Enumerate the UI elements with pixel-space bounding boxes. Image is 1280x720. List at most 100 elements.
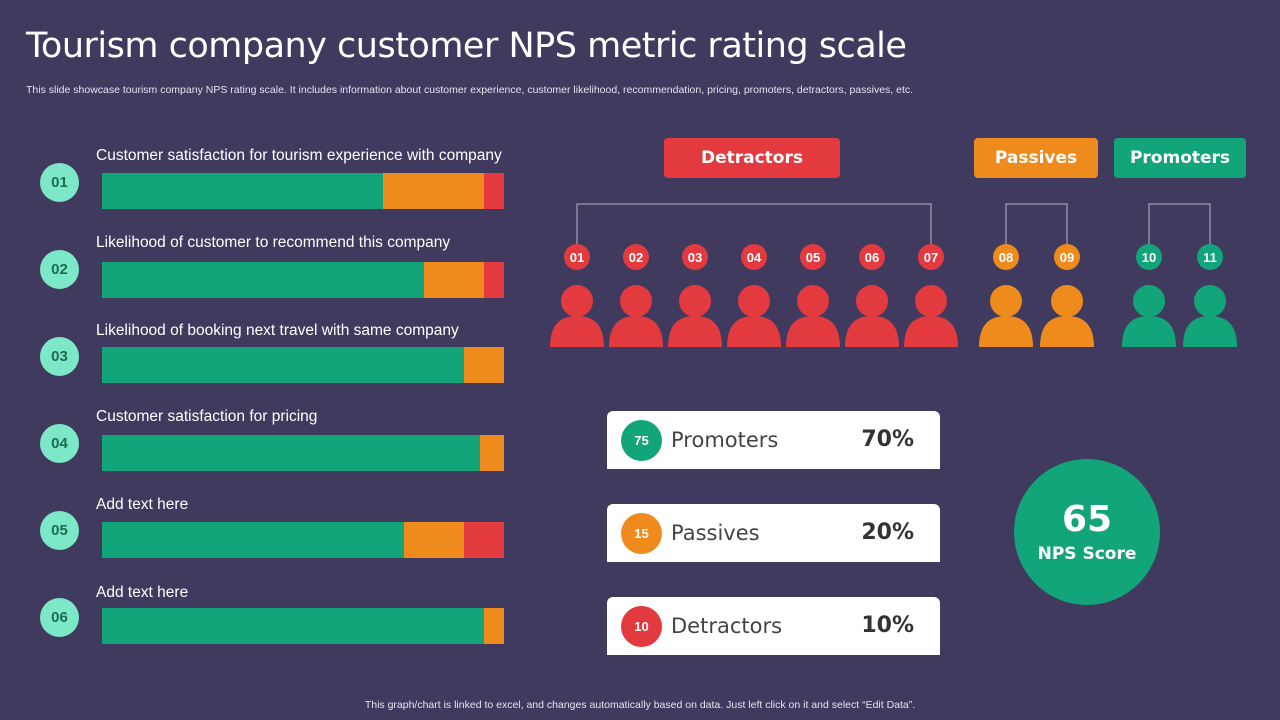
rating-number-badge [682, 244, 708, 270]
passive-segment [403, 522, 464, 558]
person-head [561, 285, 593, 317]
row-number-badge: 02 [40, 250, 79, 289]
stacked-bar [102, 173, 504, 209]
row-number-badge: 03 [40, 337, 79, 376]
count-badge: 15 [621, 513, 662, 554]
rating-number-badge [1197, 244, 1223, 270]
stacked-bar [102, 608, 504, 644]
bar-row-6: 06 Add text here [40, 584, 520, 664]
promoters-header: Promoters [1114, 138, 1246, 178]
row-number-badge: 01 [40, 163, 79, 202]
card-percent: 20% [861, 520, 914, 545]
page-title: Tourism company customer NPS metric rati… [26, 26, 907, 66]
promoter-segment [102, 173, 384, 209]
summary-card-detractors: 10 Detractors 10% [607, 597, 940, 655]
passive-segment [483, 608, 504, 644]
card-percent: 70% [861, 427, 914, 452]
person-body [1122, 316, 1176, 347]
nps-score-circle: 65 NPS Score [1014, 459, 1160, 605]
card-label: Promoters [671, 428, 779, 452]
stacked-bar [102, 522, 504, 558]
detractor-segment [463, 522, 504, 558]
person-icon: 02 [609, 244, 663, 347]
bar-row-4: 04 Customer satisfaction for pricing [40, 408, 520, 488]
detractor-segment [483, 173, 504, 209]
bar-row-2: 02 Likelihood of customer to recommend t… [40, 234, 520, 314]
bracket-line [1005, 203, 1068, 244]
person-icon: 01 [550, 244, 604, 347]
bar-row-5: 05 Add text here [40, 496, 520, 576]
person-head [990, 285, 1022, 317]
card-percent: 10% [861, 613, 914, 638]
passives-header: Passives [974, 138, 1098, 178]
rating-number-badge [918, 244, 944, 270]
person-body [786, 316, 840, 347]
person-body [904, 316, 958, 347]
person-head [1051, 285, 1083, 317]
passive-segment [383, 173, 484, 209]
rating-number: 09 [1060, 250, 1074, 265]
row-number-badge: 06 [40, 598, 79, 637]
rating-number: 06 [865, 250, 879, 265]
rating-number-badge [623, 244, 649, 270]
bracket-line [1148, 203, 1211, 244]
row-label: Add text here [96, 496, 189, 513]
person-icon: 07 [904, 244, 958, 347]
row-label: Likelihood of booking next travel with s… [96, 322, 459, 339]
bracket-line [576, 203, 932, 244]
rating-number: 01 [570, 250, 584, 265]
person-icons: 01 02 03 04 05 06 07 08 09 10 11 [550, 244, 1237, 347]
person-head [620, 285, 652, 317]
row-label: Add text here [96, 584, 189, 601]
person-head [856, 285, 888, 317]
promoter-segment [102, 435, 480, 471]
person-body [845, 316, 899, 347]
rating-number: 11 [1203, 250, 1217, 265]
promoter-segment [102, 522, 404, 558]
passive-segment [479, 435, 504, 471]
count-badge: 75 [621, 420, 662, 461]
person-body [1183, 316, 1237, 347]
rating-number-badge [859, 244, 885, 270]
row-label: Customer satisfaction for pricing [96, 408, 318, 425]
stacked-bar [102, 435, 504, 471]
summary-card-promoters: 75 Promoters 70% [607, 411, 940, 469]
rating-number-badge [1136, 244, 1162, 270]
rating-number-badge [741, 244, 767, 270]
detractors-header: Detractors [664, 138, 840, 178]
bar-row-3: 03 Likelihood of booking next travel wit… [40, 322, 520, 402]
rating-number: 08 [999, 250, 1013, 265]
rating-number-badge [1054, 244, 1080, 270]
person-icon: 04 [727, 244, 781, 347]
person-icon: 03 [668, 244, 722, 347]
person-head [738, 285, 770, 317]
nps-score-value: 65 [1061, 499, 1113, 540]
passive-segment [423, 262, 484, 298]
person-body [668, 316, 722, 347]
stacked-bar [102, 347, 504, 383]
person-body [609, 316, 663, 347]
rating-number: 10 [1142, 250, 1156, 265]
rating-number-badge [800, 244, 826, 270]
person-head [679, 285, 711, 317]
summary-card-passives: 15 Passives 20% [607, 504, 940, 562]
promoter-segment [102, 608, 484, 644]
nps-score-label: NPS Score [1037, 544, 1137, 564]
person-icon: 09 [1040, 244, 1094, 347]
rating-number: 05 [806, 250, 820, 265]
person-body [1040, 316, 1094, 347]
person-icon: 05 [786, 244, 840, 347]
count-badge: 10 [621, 606, 662, 647]
person-icon: 06 [845, 244, 899, 347]
person-head [797, 285, 829, 317]
rating-number: 03 [688, 250, 702, 265]
rating-number: 02 [629, 250, 643, 265]
person-icon: 10 [1122, 244, 1176, 347]
rating-number-badge [993, 244, 1019, 270]
person-body [727, 316, 781, 347]
person-body [979, 316, 1033, 347]
bar-row-1: 01 Customer satisfaction for tourism exp… [40, 147, 520, 227]
person-head [915, 285, 947, 317]
rating-number: 07 [924, 250, 938, 265]
row-label: Customer satisfaction for tourism experi… [96, 147, 502, 164]
